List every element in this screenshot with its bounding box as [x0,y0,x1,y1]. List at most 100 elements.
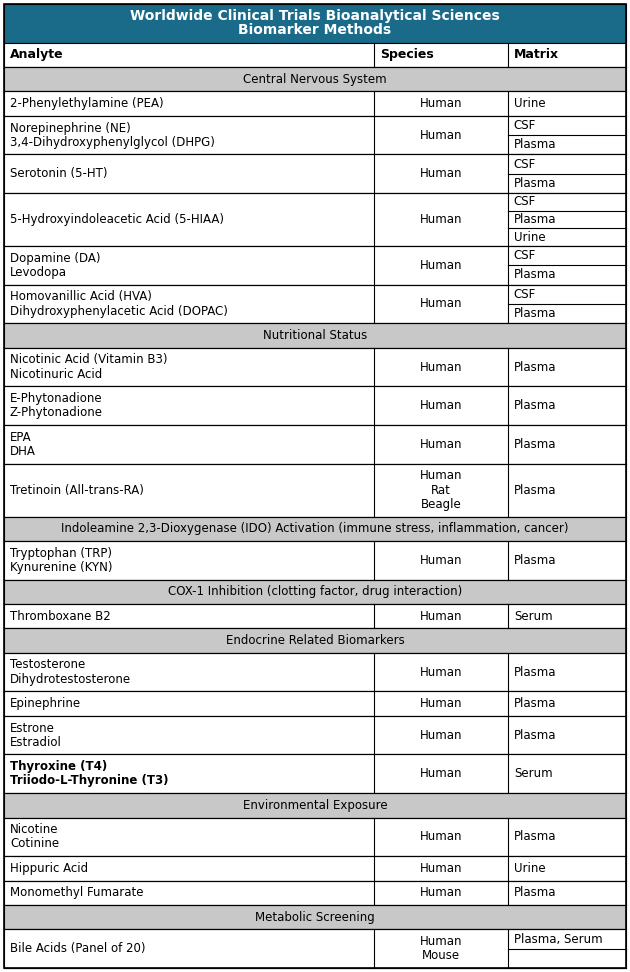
Text: Kynurenine (KYN): Kynurenine (KYN) [10,561,113,573]
Text: CSF: CSF [514,119,536,132]
Text: Dihydroxyphenylacetic Acid (DOPAC): Dihydroxyphenylacetic Acid (DOPAC) [10,304,228,318]
Text: Estradiol: Estradiol [10,736,62,748]
Text: Tryptophan (TRP): Tryptophan (TRP) [10,546,112,560]
Text: Matrix: Matrix [514,49,559,61]
Text: Nicotinuric Acid: Nicotinuric Acid [10,367,102,381]
Text: Human: Human [420,167,462,181]
Text: Human: Human [420,361,462,373]
Text: CSF: CSF [514,249,536,262]
Text: Plasma: Plasma [514,399,556,412]
Text: Testosterone: Testosterone [10,658,85,672]
Text: Plasma: Plasma [514,697,556,711]
Text: Human: Human [420,259,462,272]
Text: Mouse: Mouse [422,950,460,962]
Text: Levodopa: Levodopa [10,266,67,279]
Text: CSF: CSF [514,195,536,208]
Bar [4,628,626,653]
Bar [4,653,626,691]
Bar [4,348,626,386]
Text: Plasma: Plasma [514,307,556,320]
Text: Central Nervous System: Central Nervous System [243,73,387,86]
Text: E-Phytonadione: E-Phytonadione [10,392,103,405]
Text: Urine: Urine [514,230,546,244]
Bar [4,604,626,628]
Bar [4,929,626,968]
Text: Bile Acids (Panel of 20): Bile Acids (Panel of 20) [10,942,146,955]
Bar [4,67,626,91]
Text: Monomethyl Fumarate: Monomethyl Fumarate [10,886,144,899]
Text: Human: Human [420,830,462,844]
Text: 2-Phenylethylamine (PEA): 2-Phenylethylamine (PEA) [10,97,164,110]
Text: Human: Human [420,697,462,711]
Text: Human: Human [420,666,462,678]
Bar [4,155,626,193]
Text: Serum: Serum [514,609,553,623]
Text: Nicotinic Acid (Vitamin B3): Nicotinic Acid (Vitamin B3) [10,354,168,366]
Text: Urine: Urine [514,862,546,875]
Text: Rat: Rat [431,483,451,497]
Text: Biomarker Methods: Biomarker Methods [238,23,392,38]
Bar [4,715,626,754]
Text: 3,4-Dihydroxyphenylglycol (DHPG): 3,4-Dihydroxyphenylglycol (DHPG) [10,136,215,149]
Text: Analyte: Analyte [10,49,64,61]
Text: Z-Phytonadione: Z-Phytonadione [10,406,103,419]
Text: Triiodo-L-Thyronine (T3): Triiodo-L-Thyronine (T3) [10,775,168,787]
Bar [4,579,626,604]
Text: Metabolic Screening: Metabolic Screening [255,911,375,923]
Bar [4,793,626,817]
Text: Urine: Urine [514,97,546,110]
Bar [4,905,626,929]
Text: Human: Human [420,935,462,948]
Text: Plasma: Plasma [514,138,556,152]
Bar [4,193,626,246]
Text: Dihydrotestosterone: Dihydrotestosterone [10,673,131,685]
Text: Human: Human [420,729,462,742]
Text: Plasma: Plasma [514,177,556,190]
Text: Plasma: Plasma [514,729,556,742]
Text: Human: Human [420,213,462,226]
Text: 5-Hydroxyindoleacetic Acid (5-HIAA): 5-Hydroxyindoleacetic Acid (5-HIAA) [10,213,224,226]
Text: Human: Human [420,469,462,482]
Text: Plasma: Plasma [514,830,556,844]
Text: Human: Human [420,767,462,781]
Text: Human: Human [420,437,462,451]
Text: Cotinine: Cotinine [10,838,59,850]
Text: Plasma: Plasma [514,886,556,899]
Text: Dopamine (DA): Dopamine (DA) [10,252,101,264]
Text: Plasma: Plasma [514,666,556,678]
Bar [4,386,626,425]
Bar [4,516,626,540]
Text: Indoleamine 2,3-Dioxygenase (IDO) Activation (immune stress, inflammation, cance: Indoleamine 2,3-Dioxygenase (IDO) Activa… [61,522,569,536]
Text: EPA: EPA [10,431,32,443]
Bar [4,324,626,348]
Text: Plasma: Plasma [514,554,556,567]
Text: Plasma: Plasma [514,268,556,282]
Text: Norepinephrine (NE): Norepinephrine (NE) [10,122,131,134]
Bar [4,4,626,43]
Text: Plasma: Plasma [514,213,556,226]
Text: DHA: DHA [10,445,36,458]
Bar [4,464,626,516]
Text: Plasma, Serum: Plasma, Serum [514,932,602,946]
Text: Human: Human [420,862,462,875]
Text: Epinephrine: Epinephrine [10,697,81,711]
Text: Tretinoin (All-trans-RA): Tretinoin (All-trans-RA) [10,483,144,497]
Text: Serum: Serum [514,767,553,781]
Text: Beagle: Beagle [421,498,461,511]
Text: CSF: CSF [514,288,536,300]
Bar [4,856,626,881]
Text: Human: Human [420,609,462,623]
Text: COX-1 Inhibition (clotting factor, drug interaction): COX-1 Inhibition (clotting factor, drug … [168,585,462,598]
Bar [4,43,626,67]
Bar [4,91,626,116]
Text: CSF: CSF [514,157,536,171]
Text: Hippuric Acid: Hippuric Acid [10,862,88,875]
Text: Plasma: Plasma [514,361,556,373]
Text: Thromboxane B2: Thromboxane B2 [10,609,111,623]
Text: Homovanillic Acid (HVA): Homovanillic Acid (HVA) [10,291,152,303]
Text: Human: Human [420,128,462,142]
Bar [4,754,626,793]
Text: Plasma: Plasma [514,437,556,451]
Text: Human: Human [420,554,462,567]
Text: Plasma: Plasma [514,483,556,497]
